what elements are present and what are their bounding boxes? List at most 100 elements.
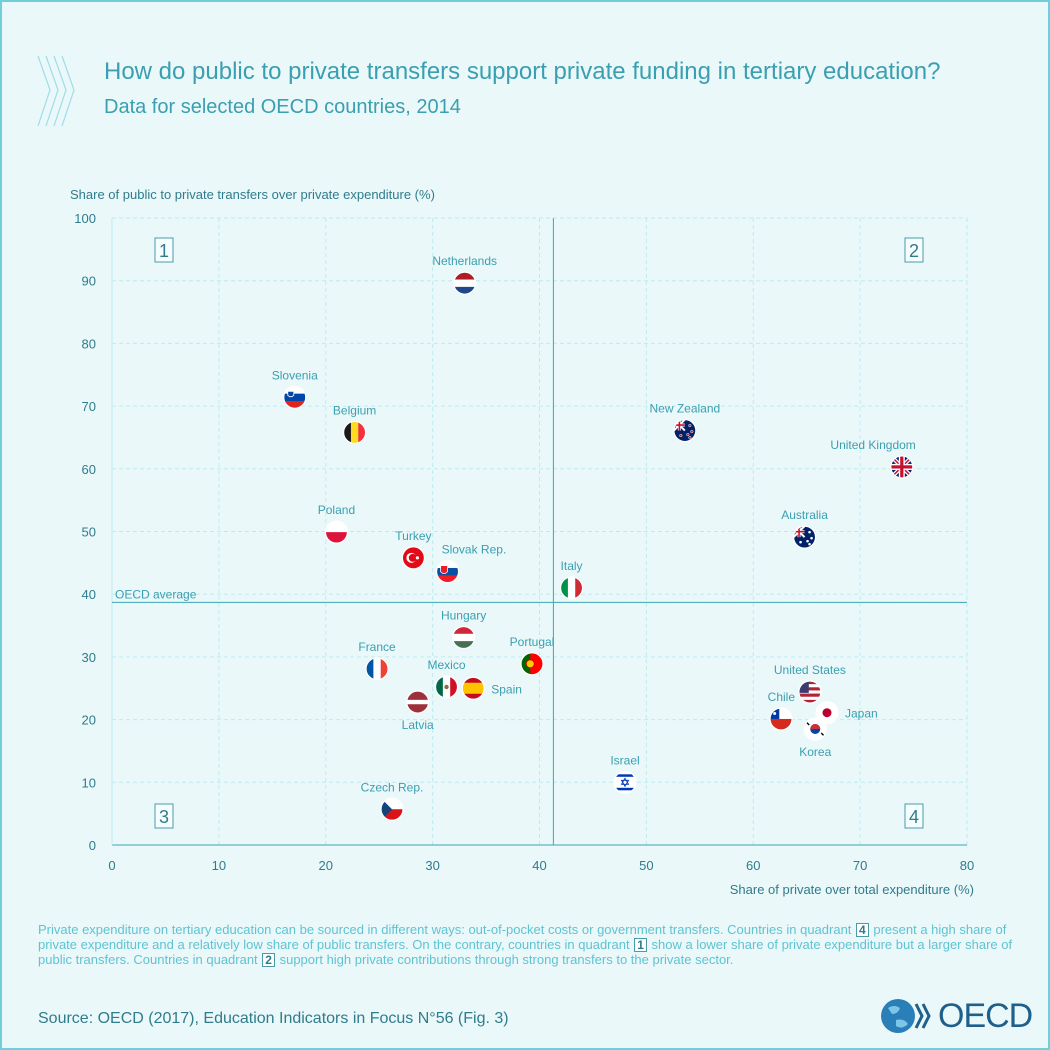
note-text-1: Private expenditure on tertiary educatio… bbox=[38, 922, 856, 937]
flag-part bbox=[688, 424, 692, 428]
flag-body bbox=[890, 455, 913, 478]
flag-spain-icon bbox=[461, 676, 485, 700]
chart-title: How do public to private transfers suppo… bbox=[104, 58, 941, 85]
flag-part bbox=[408, 553, 417, 562]
point-label: Hungary bbox=[441, 608, 486, 622]
quadrant-box bbox=[154, 237, 174, 263]
point-label: Spain bbox=[491, 682, 522, 696]
flag-body bbox=[283, 386, 306, 409]
flag-part bbox=[679, 434, 683, 438]
flag-part bbox=[283, 386, 306, 395]
flag-part bbox=[325, 521, 348, 533]
flag-part bbox=[673, 424, 685, 426]
flag-part bbox=[373, 657, 382, 680]
flag-border bbox=[815, 701, 839, 725]
scatter-chart: 0 10 20 30 40 50 60 70 80 0 10 20 30 40 50 60 70 80 90 100 S… bbox=[70, 187, 974, 897]
point-label: France bbox=[358, 640, 396, 654]
flag-border bbox=[520, 652, 544, 676]
y-tick-label: 30 bbox=[82, 650, 96, 665]
flag-part bbox=[798, 690, 821, 694]
oecd-logo[interactable]: OECD bbox=[878, 996, 1033, 1036]
flag-part bbox=[620, 777, 630, 785]
flag-body bbox=[366, 657, 389, 680]
flag-part bbox=[287, 390, 295, 398]
flag-part bbox=[452, 641, 475, 649]
x-tick-label: 30 bbox=[425, 858, 439, 873]
flag-part bbox=[406, 699, 429, 705]
flag-body bbox=[406, 691, 429, 714]
oecd-logo-text: OECD bbox=[938, 996, 1033, 1035]
flag-body bbox=[673, 419, 696, 442]
note-text-2: present a high share of private expendit… bbox=[38, 922, 1007, 952]
flag-part bbox=[521, 652, 531, 675]
flag-body bbox=[435, 675, 458, 698]
point-label: New Zealand bbox=[649, 402, 720, 416]
flag-body bbox=[325, 521, 348, 544]
flag-body bbox=[402, 546, 425, 569]
y-tick-label: 0 bbox=[89, 838, 96, 853]
quadrant-box bbox=[154, 803, 174, 829]
flag-border bbox=[613, 770, 637, 794]
flag-part bbox=[798, 684, 821, 688]
quadrant-label: 2 bbox=[909, 241, 919, 261]
flag-part bbox=[381, 798, 393, 821]
flag-part bbox=[525, 659, 535, 669]
flag-part bbox=[770, 707, 793, 719]
point-label: Japan bbox=[845, 707, 878, 721]
flag-latvia-icon bbox=[406, 690, 430, 714]
flag-israel-icon bbox=[613, 770, 637, 794]
point-label: Chile bbox=[768, 690, 796, 704]
y-tick-label: 100 bbox=[74, 211, 96, 226]
flag-part bbox=[808, 530, 811, 534]
flag-portugal-icon bbox=[520, 652, 544, 676]
flag-part bbox=[890, 465, 913, 469]
flag-part bbox=[798, 681, 821, 685]
point-label: Korea bbox=[799, 745, 831, 759]
flag-part bbox=[686, 433, 690, 437]
flag-part bbox=[283, 393, 306, 402]
flag-part bbox=[453, 279, 476, 288]
flag-part bbox=[810, 724, 821, 730]
flag-part bbox=[798, 699, 821, 704]
flag-part bbox=[415, 556, 419, 560]
y-tick-label: 40 bbox=[82, 587, 96, 602]
flag-border bbox=[798, 680, 822, 704]
point-label: Slovak Rep. bbox=[442, 543, 507, 557]
flag-part bbox=[453, 272, 476, 281]
point-label: Mexico bbox=[428, 658, 466, 672]
flag-mexico-icon bbox=[434, 675, 459, 699]
oecd-globe-icon bbox=[881, 999, 931, 1033]
flag-border bbox=[803, 717, 827, 741]
source-text: Source: OECD (2017), Education Indicator… bbox=[38, 1010, 509, 1027]
note-quadrant-2-box: 2 bbox=[262, 953, 275, 967]
flag-body bbox=[798, 681, 821, 704]
flag-body bbox=[381, 798, 404, 821]
flag-part bbox=[453, 286, 476, 295]
flag-part bbox=[798, 681, 809, 693]
point-label: United Kingdom bbox=[830, 438, 915, 452]
flag-border bbox=[673, 418, 697, 443]
flag-border bbox=[559, 576, 584, 600]
flag-part bbox=[406, 691, 429, 696]
flag-part bbox=[575, 576, 583, 599]
flag-part bbox=[806, 539, 809, 543]
flag-united-kingdom-icon bbox=[890, 455, 914, 479]
quadrant-label: 1 bbox=[159, 241, 169, 261]
flag-italy-icon bbox=[559, 576, 584, 600]
flag-part bbox=[381, 798, 404, 810]
quadrant-box bbox=[904, 803, 924, 829]
flag-part bbox=[810, 536, 813, 540]
flag-czech-icon bbox=[380, 797, 404, 821]
x-tick-label: 0 bbox=[108, 858, 115, 873]
flag-part bbox=[567, 576, 576, 599]
quadrant-box bbox=[904, 237, 924, 263]
point-label: Czech Rep. bbox=[361, 780, 424, 794]
flag-border bbox=[343, 420, 367, 445]
flag-part bbox=[325, 532, 348, 544]
flag-turkey-icon bbox=[401, 546, 425, 570]
flag-part bbox=[798, 693, 821, 698]
flag-part bbox=[283, 400, 306, 409]
flag-part bbox=[450, 675, 458, 698]
flag-body bbox=[815, 701, 838, 724]
flag-part bbox=[435, 675, 444, 698]
